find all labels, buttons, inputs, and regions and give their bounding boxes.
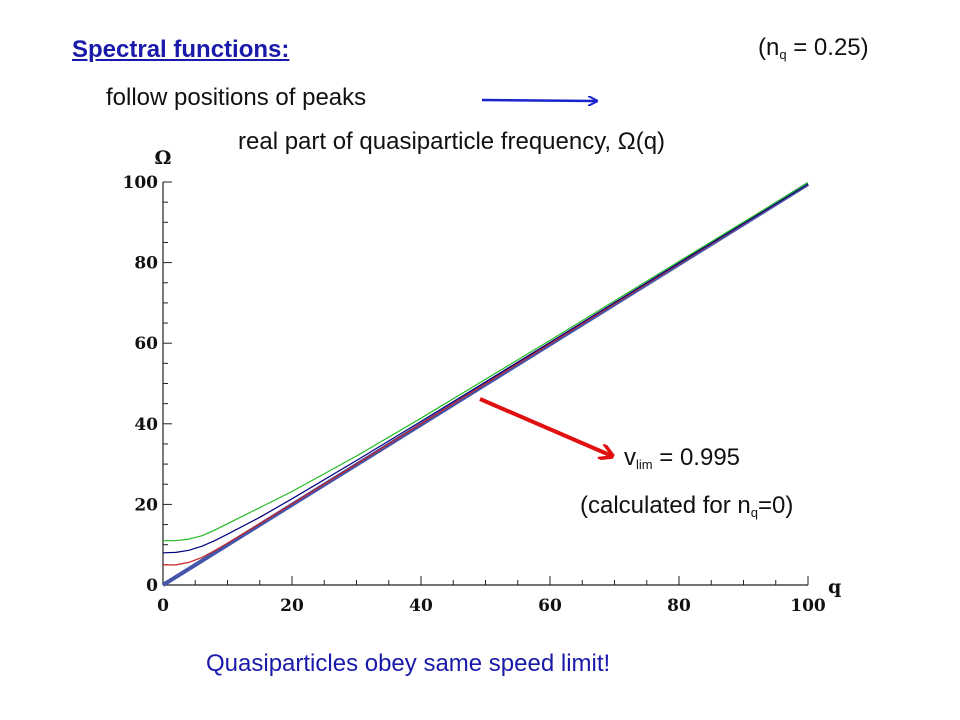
y-tick-label: 80 — [134, 254, 158, 274]
y-tick-label: 40 — [134, 415, 158, 435]
x-axis-label: q — [828, 576, 841, 598]
x-tick-label: 60 — [538, 596, 562, 616]
series-line-2 — [162, 183, 809, 554]
series-line-1 — [163, 183, 809, 566]
conclusion-text: Quasiparticles obey same speed limit! — [206, 650, 611, 677]
y-axis-label: Ω — [155, 147, 172, 169]
vlim-label: vlim = 0.995 — [624, 444, 741, 472]
real-part-text: real part of quasiparticle frequency, Ω(… — [238, 128, 666, 155]
y-tick-label: 60 — [134, 334, 158, 354]
slide-title: Spectral functions: — [72, 36, 290, 63]
y-tick-label: 0 — [146, 576, 158, 596]
x-tick-label: 80 — [667, 596, 691, 616]
x-tick-label: 0 — [157, 596, 169, 616]
nq-label: (nq = 0.25) — [758, 34, 869, 62]
follow-peaks-text: follow positions of peaks — [106, 84, 367, 111]
y-tick-label: 20 — [134, 495, 158, 515]
x-tick-label: 40 — [409, 596, 433, 616]
x-tick-label: 100 — [790, 596, 826, 616]
calculated-note: (calculated for nq=0) — [580, 492, 794, 520]
series-line-3 — [163, 182, 809, 542]
follow-peaks-arrow — [481, 100, 596, 101]
y-tick-label: 100 — [123, 173, 159, 193]
vlim-arrow — [479, 397, 612, 456]
x-tick-label: 20 — [280, 596, 304, 616]
